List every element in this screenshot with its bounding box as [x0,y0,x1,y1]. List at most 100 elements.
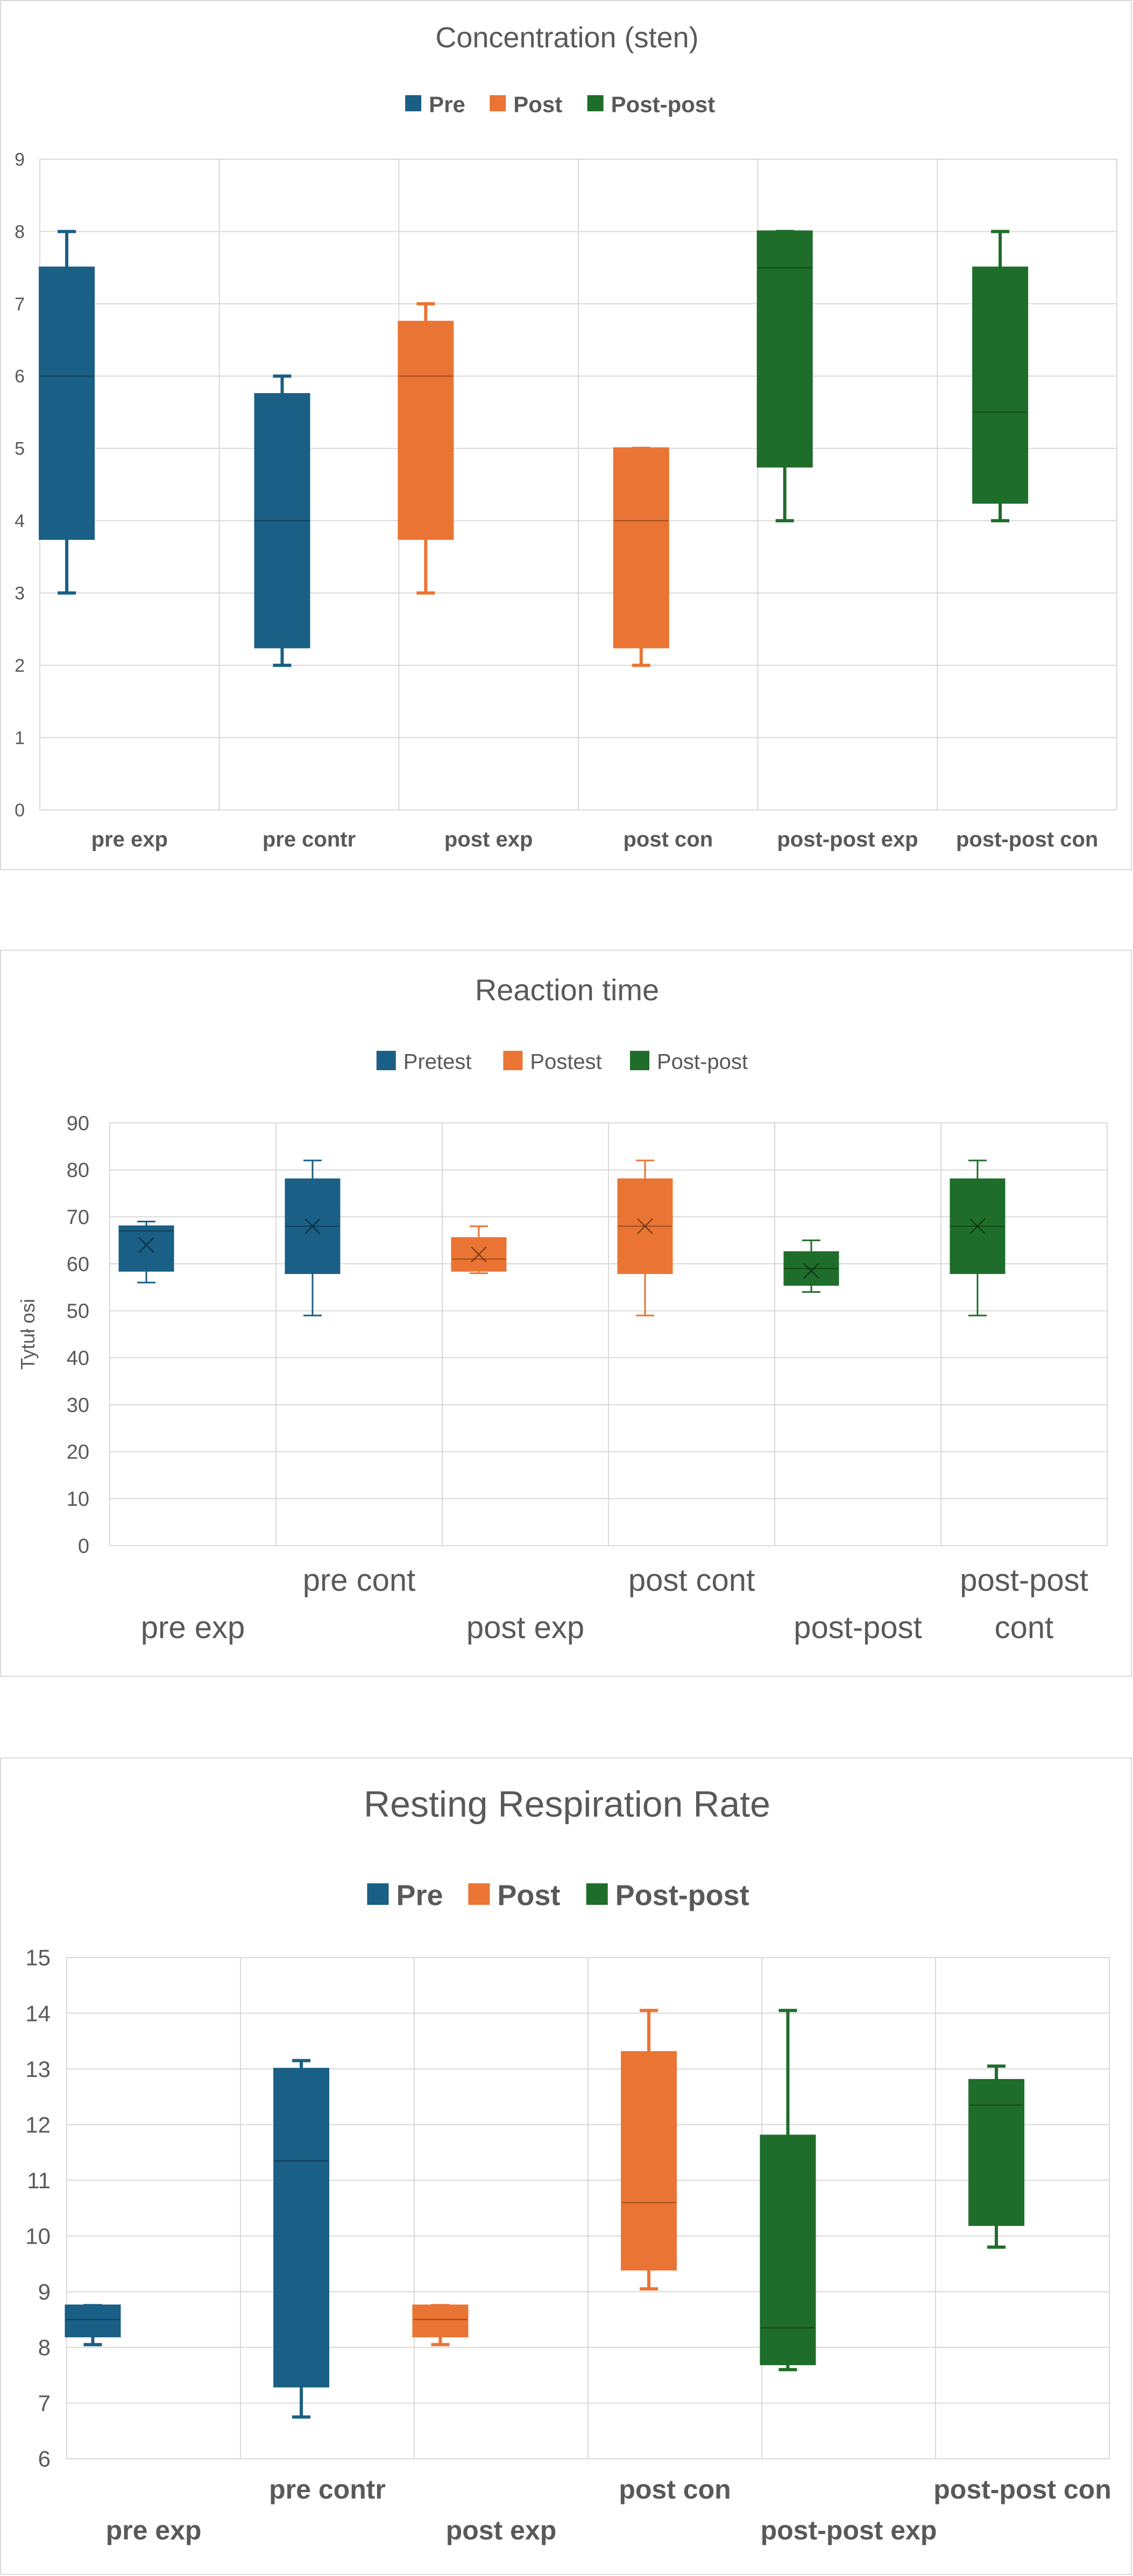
box-iqr [398,321,454,540]
box-plot-1 [65,2304,121,2346]
y-tick-label: 11 [27,2168,51,2193]
legend-label-2: Post [513,91,562,117]
legend-swatch-3 [587,95,604,111]
y-tick-label: 10 [25,2223,51,2248]
y-tick-label: 9 [15,150,25,170]
box-iqr [285,1178,341,1274]
y-tick-label: 8 [15,222,25,242]
x-category-label: pre contr [269,2474,386,2504]
reaction-time-chart: Reaction time Pretest Postest Post-post 0 10 2… [17,973,1108,1645]
x-category-label: pre exp [141,1610,245,1645]
y-tick-label: 4 [15,511,25,531]
box-iqr [65,2304,121,2338]
box-plot-4 [613,446,669,667]
box-plot-3 [398,302,454,595]
y-tick-label: 9 [38,2279,51,2304]
chart-panel-respiration-rate: Resting Respiration Rate Pre Post Post-post… [0,1757,1132,2575]
y-tick-label: 60 [67,1253,89,1276]
y-tick-label: 5 [15,439,25,459]
box-plot-1 [39,230,95,595]
legend-label-3: Post-post [611,91,716,117]
box-plot-4 [617,1159,673,1317]
mean-marker [305,1218,321,1235]
legend-swatch-2 [490,95,506,111]
x-category-label-line: post-post [960,1563,1088,1598]
box-iqr [950,1178,1005,1274]
y-tick-label: 3 [15,583,25,604]
chart-title: Concentration (sten) [435,22,698,54]
y-tick-label: 8 [38,2335,51,2360]
legend: Pre Post Post-post [367,1879,749,1911]
x-category-label: post-post exp [777,828,918,851]
legend-swatch-1 [367,1883,389,1905]
box-plot-2 [254,374,310,667]
box-plot-1 [118,1220,174,1284]
x-category-label: pre contr [263,828,356,851]
box-iqr [760,2134,816,2365]
box-iqr [783,1251,839,1286]
respiration-rate-chart: Resting Respiration Rate Pre Post Post-post… [25,1784,1111,2545]
box-iqr [254,393,310,649]
y-tick-label: 0 [15,800,25,821]
y-tick-label: 20 [67,1441,89,1464]
y-tick-label: 7 [38,2390,51,2416]
legend-swatch-3 [630,1051,649,1070]
x-category-label: pre exp [91,828,168,851]
y-tick-label: 50 [67,1300,89,1323]
y-tick-label: 7 [15,294,25,315]
box-plot-3 [451,1225,507,1274]
chart-panel-concentration: Concentration (sten) Pre Post Post-post 0 1 2 3… [0,0,1132,870]
y-tick-label: 12 [25,2112,51,2137]
x-category-label: pre exp [106,2515,202,2545]
legend-label-3: Post-post [657,1050,748,1074]
y-tick-label: 6 [38,2446,51,2472]
y-tick-label: 10 [67,1488,89,1511]
box-plot-5 [756,230,813,523]
x-category-label: pre cont [303,1563,416,1598]
x-category-label: post-post con [933,2474,1111,2504]
legend-swatch-2 [503,1051,523,1070]
x-category-label: post con [623,828,713,851]
y-tick-label: 6 [15,366,25,387]
box-iqr [968,2079,1025,2226]
x-category-label: post exp [446,2515,557,2545]
y-tick-label: 80 [67,1159,89,1182]
box-iqr [451,1237,507,1272]
box-iqr [39,266,95,540]
mean-marker [471,1246,487,1263]
y-tick-label: 0 [78,1535,89,1557]
box-plot-6 [972,230,1029,523]
x-category-label: post cont [628,1563,755,1598]
box-iqr [412,2304,469,2338]
y-tick-label: 90 [67,1112,89,1135]
y-tick-label: 30 [67,1394,89,1417]
box-iqr [613,447,669,649]
mean-marker [803,1263,819,1279]
x-category-label: post-post exp [761,2515,937,2545]
x-category-label: post con [619,2474,731,2504]
legend: Pre Post Post-post [405,91,715,117]
y-tick-label: 1 [15,728,25,748]
legend-swatch-1 [405,95,422,111]
y-tick-label: 40 [67,1347,89,1370]
box-plot-5 [783,1239,839,1293]
chart-panel-reaction-time: Reaction time Pretest Postest Post-post 0 10 2… [0,950,1132,1677]
box-iqr [621,2051,677,2271]
x-category-label: post-post cont [960,1563,1088,1645]
legend: Pretest Postest Post-post [376,1050,748,1074]
box-plot-6 [968,2064,1025,2249]
legend-label-2: Post [497,1879,560,1911]
box-plot-2 [273,2059,330,2419]
legend-label-1: Pretest [403,1050,472,1074]
x-category-label: post-post con [956,828,1098,851]
x-category-label-line: cont [995,1610,1054,1645]
box-iqr [972,266,1029,504]
legend-label-1: Pre [396,1879,443,1911]
mean-marker [969,1218,986,1235]
mean-marker [637,1218,653,1235]
y-tick-label: 15 [25,1945,51,1970]
box-plot-5 [760,2009,816,2372]
box-plot-2 [285,1159,341,1317]
x-category-label: post exp [444,828,533,851]
concentration-chart: Concentration (sten) Pre Post Post-post 0 1 2 3… [15,22,1117,851]
